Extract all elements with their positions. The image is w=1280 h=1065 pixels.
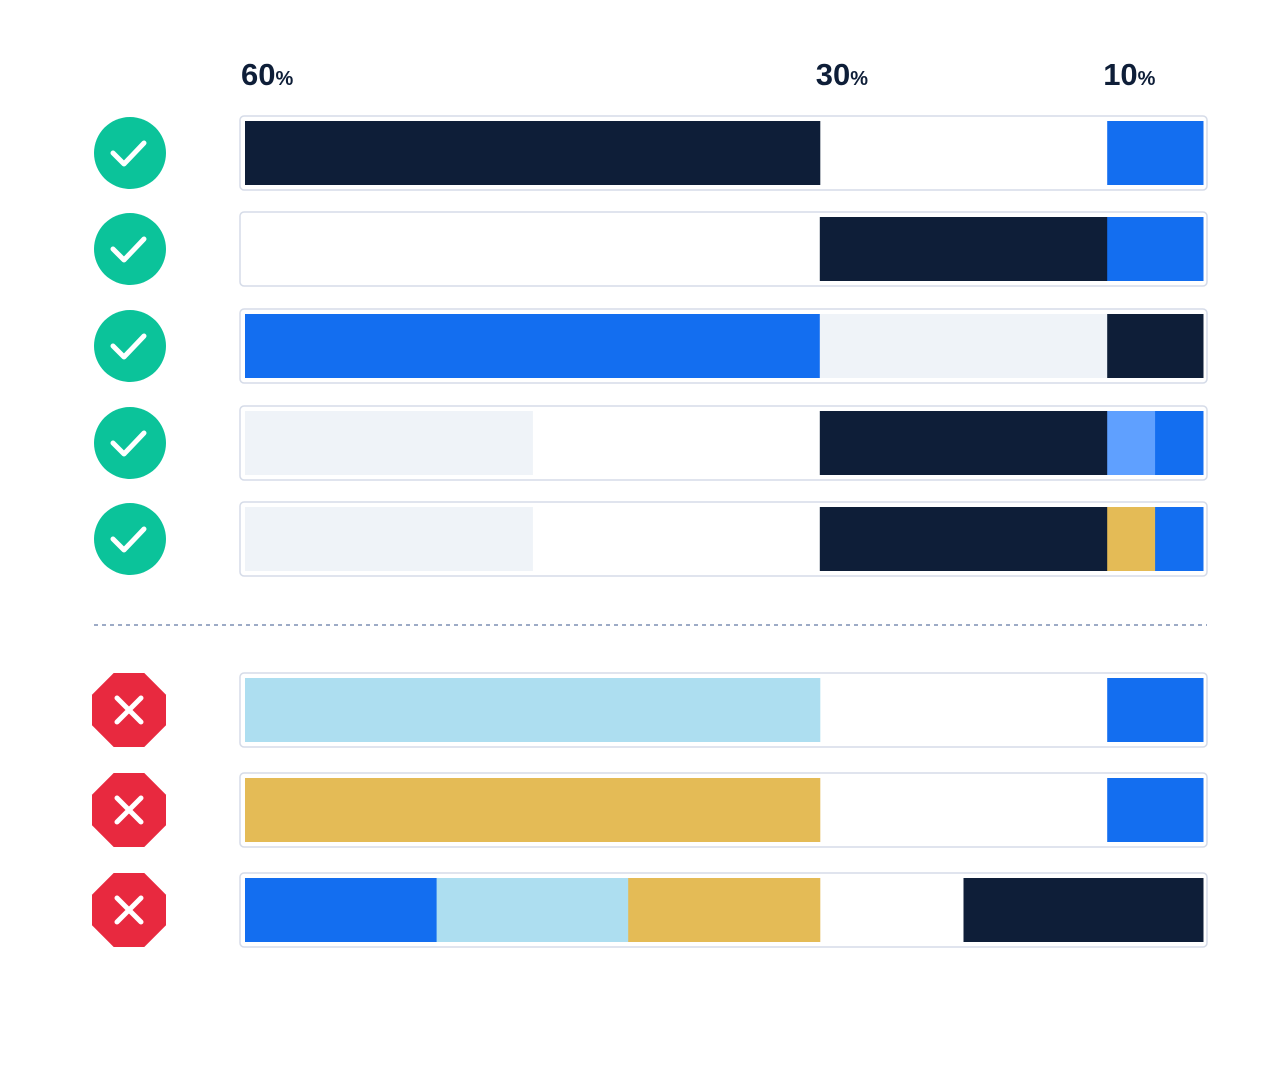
- segment: [245, 878, 438, 942]
- segment: [1107, 314, 1204, 378]
- zone-header: 10%: [1103, 57, 1155, 92]
- segment: [1107, 878, 1204, 942]
- check-icon: [94, 407, 166, 479]
- segment: [245, 507, 533, 571]
- check-icon: [94, 117, 166, 189]
- zone-header: 60%: [241, 57, 293, 92]
- segment: [1107, 507, 1156, 571]
- row: [92, 872, 1208, 948]
- segment: [436, 878, 629, 942]
- row: [94, 308, 1208, 384]
- row: [92, 772, 1208, 848]
- row: [94, 115, 1208, 191]
- segment: [1107, 217, 1204, 281]
- row: [92, 672, 1208, 748]
- segment: [1107, 778, 1204, 842]
- cross-mark: [114, 895, 144, 925]
- segment: [819, 314, 1108, 378]
- segment: [819, 217, 1108, 281]
- header-unit: %: [1138, 68, 1156, 90]
- segment: [819, 411, 1108, 475]
- row: [94, 405, 1208, 481]
- zone-header: 30%: [816, 57, 868, 92]
- row: [94, 211, 1208, 287]
- header-value: 30: [816, 57, 850, 92]
- check-icon: [94, 503, 166, 575]
- row: [94, 501, 1208, 577]
- cross-mark: [114, 795, 144, 825]
- header-unit: %: [275, 68, 293, 90]
- segment: [1107, 678, 1204, 742]
- check-mark: [110, 526, 147, 553]
- segment: [628, 878, 821, 942]
- segment: [1155, 507, 1204, 571]
- segment: [819, 507, 1108, 571]
- header-value: 60: [241, 57, 275, 92]
- check-mark: [110, 333, 147, 360]
- segment: [1107, 411, 1156, 475]
- segment: [1107, 121, 1204, 185]
- check-mark: [110, 140, 147, 167]
- check-icon: [94, 213, 166, 285]
- cross-mark: [114, 695, 144, 725]
- segment: [245, 778, 821, 842]
- segment: [245, 121, 821, 185]
- segment: [245, 678, 821, 742]
- segment: [245, 411, 533, 475]
- check-mark: [110, 430, 147, 457]
- header-value: 10: [1103, 57, 1137, 92]
- check-mark: [110, 236, 147, 263]
- segment: [1155, 411, 1204, 475]
- segment: [963, 878, 1108, 942]
- segment: [245, 314, 821, 378]
- check-icon: [94, 310, 166, 382]
- header-unit: %: [850, 68, 868, 90]
